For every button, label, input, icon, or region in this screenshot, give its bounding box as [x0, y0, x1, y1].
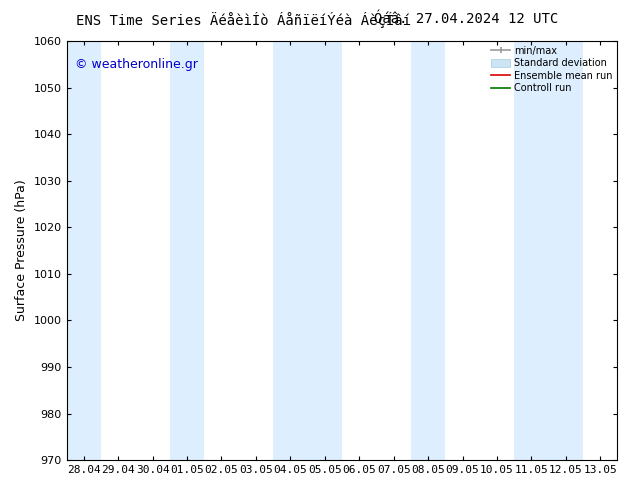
Text: Óáâ. 27.04.2024 12 UTC: Óáâ. 27.04.2024 12 UTC: [373, 12, 558, 26]
Bar: [273, 41, 342, 460]
Bar: [514, 41, 583, 460]
Bar: [67, 41, 101, 460]
Bar: [170, 41, 204, 460]
Text: © weatheronline.gr: © weatheronline.gr: [75, 58, 198, 71]
Text: ENS Time Series ÄéåèìÍò ÁåñïëíÝéà ÁèçÍâí: ENS Time Series ÄéåèìÍò ÁåñïëíÝéà ÁèçÍâí: [76, 12, 411, 28]
Legend: min/max, Standard deviation, Ensemble mean run, Controll run: min/max, Standard deviation, Ensemble me…: [489, 44, 614, 95]
Bar: [411, 41, 445, 460]
Y-axis label: Surface Pressure (hPa): Surface Pressure (hPa): [15, 180, 28, 321]
